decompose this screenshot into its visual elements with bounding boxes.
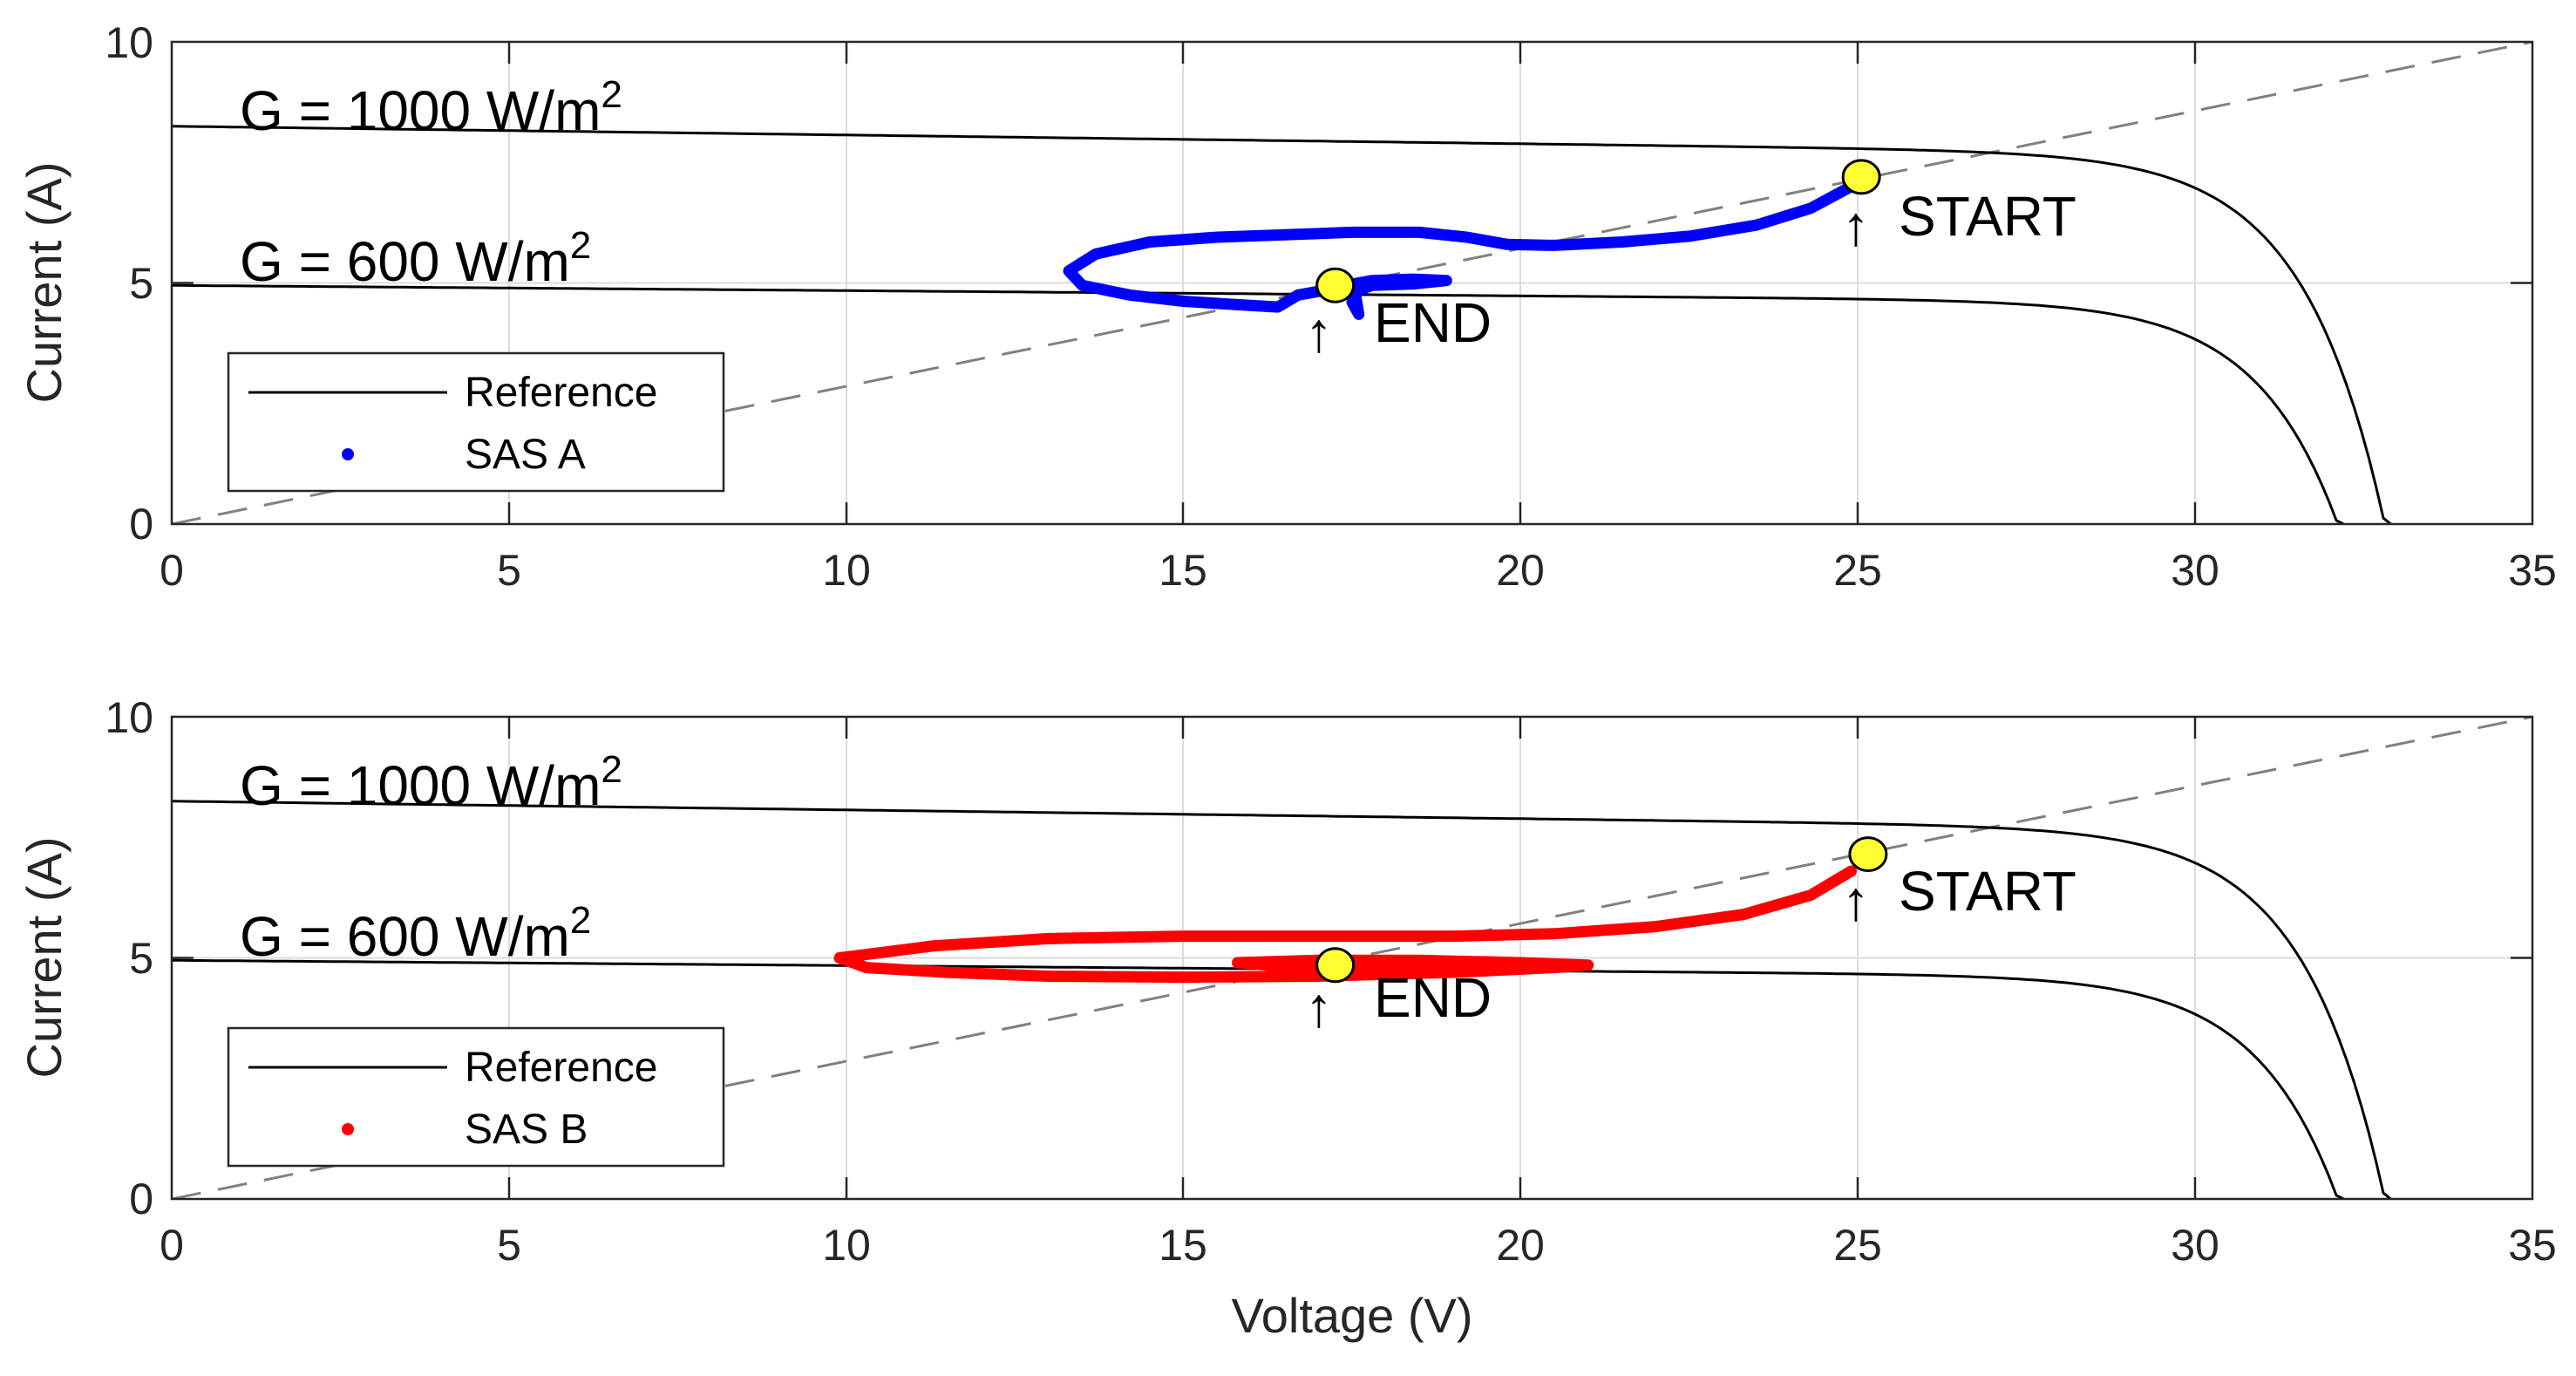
bottom-x-tick-25: 25 <box>1833 1221 1882 1270</box>
top-x-tick-25: 25 <box>1833 546 1882 595</box>
bottom-y-tick-0: 0 <box>129 1175 153 1223</box>
bottom-y-tick-10: 10 <box>105 693 153 742</box>
bottom-x-tick-20: 20 <box>1496 1221 1545 1270</box>
top-x-tick-labels: 0 5 10 15 20 25 30 35 <box>160 546 2557 595</box>
top-end-label: END <box>1374 291 1492 354</box>
bottom-x-tick-30: 30 <box>2171 1221 2219 1270</box>
bottom-end-arrow: ↑ <box>1305 976 1333 1039</box>
bottom-legend-reference-label: Reference <box>465 1045 657 1091</box>
bottom-end-label: END <box>1374 966 1492 1029</box>
top-legend: Reference SAS A <box>227 351 725 493</box>
bottom-legend-box <box>227 1026 725 1168</box>
top-start-arrow: ↑ <box>1842 194 1870 257</box>
top-legend-sas-a-marker <box>342 448 354 460</box>
bottom-end-marker <box>1315 947 1356 984</box>
top-start-marker <box>1841 159 1881 195</box>
bottom-start-label: START <box>1899 860 2076 923</box>
bottom-x-tick-labels: 0 5 10 15 20 25 30 35 <box>160 1221 2557 1270</box>
top-end-marker <box>1315 267 1356 303</box>
bottom-legend-sas-b-marker <box>342 1123 354 1135</box>
top-legend-sas-a-label: SAS A <box>465 432 586 478</box>
top-x-tick-0: 0 <box>160 546 184 595</box>
bottom-reference-curve-1000 <box>172 800 2392 1199</box>
bottom-y-axis-title: Current (A) <box>17 837 71 1079</box>
bottom-legend: Reference SAS B <box>227 1026 725 1168</box>
bottom-trajectory-sas-b <box>833 865 1857 984</box>
bottom-y-tick-labels: 0 5 10 <box>105 693 153 1223</box>
top-y-tick-10: 10 <box>105 18 153 67</box>
top-y-tick-0: 0 <box>129 500 153 548</box>
top-end-arrow: ↑ <box>1305 301 1333 364</box>
top-trajectory-sas-a <box>1063 181 1857 320</box>
top-x-tick-15: 15 <box>1159 546 1207 595</box>
bottom-x-tick-0: 0 <box>160 1221 184 1270</box>
bottom-start-marker <box>1848 836 1888 873</box>
top-y-tick-5: 5 <box>129 259 153 308</box>
top-ticks <box>172 42 2532 524</box>
top-annot-g600: G = 600 W/m2 <box>240 224 591 293</box>
top-x-tick-5: 5 <box>497 546 521 595</box>
bottom-y-tick-5: 5 <box>129 934 153 983</box>
bottom-legend-sas-b-label: SAS B <box>465 1107 588 1153</box>
top-x-tick-20: 20 <box>1496 546 1545 595</box>
top-annot-g1000: G = 1000 W/m2 <box>240 73 622 142</box>
top-reference-curve-1000 <box>172 125 2392 524</box>
top-x-tick-35: 35 <box>2508 546 2557 595</box>
top-reference-curve-600 <box>172 283 2345 524</box>
top-legend-box <box>227 351 725 493</box>
top-y-axis-title: Current (A) <box>17 162 71 404</box>
bottom-x-tick-5: 5 <box>497 1221 521 1270</box>
top-x-tick-10: 10 <box>822 546 871 595</box>
bottom-x-tick-10: 10 <box>822 1221 871 1270</box>
bottom-x-tick-35: 35 <box>2508 1221 2557 1270</box>
bottom-ticks <box>172 717 2532 1199</box>
bottom-panel: G = 1000 W/m2 G = 600 W/m2 ↑ START ↑ END… <box>17 693 2557 1343</box>
top-panel: G = 1000 W/m2 G = 600 W/m2 ↑ START ↑ END… <box>17 18 2557 595</box>
bottom-x-axis-title: Voltage (V) <box>1231 1288 1472 1343</box>
bottom-x-tick-15: 15 <box>1159 1221 1207 1270</box>
bottom-start-arrow: ↑ <box>1842 869 1870 932</box>
bottom-annot-g1000: G = 1000 W/m2 <box>240 748 622 817</box>
bottom-annot-g600: G = 600 W/m2 <box>240 899 591 968</box>
top-x-tick-30: 30 <box>2171 546 2219 595</box>
top-start-label: START <box>1899 185 2076 248</box>
top-y-tick-labels: 0 5 10 <box>105 18 153 548</box>
top-legend-reference-label: Reference <box>465 370 657 416</box>
